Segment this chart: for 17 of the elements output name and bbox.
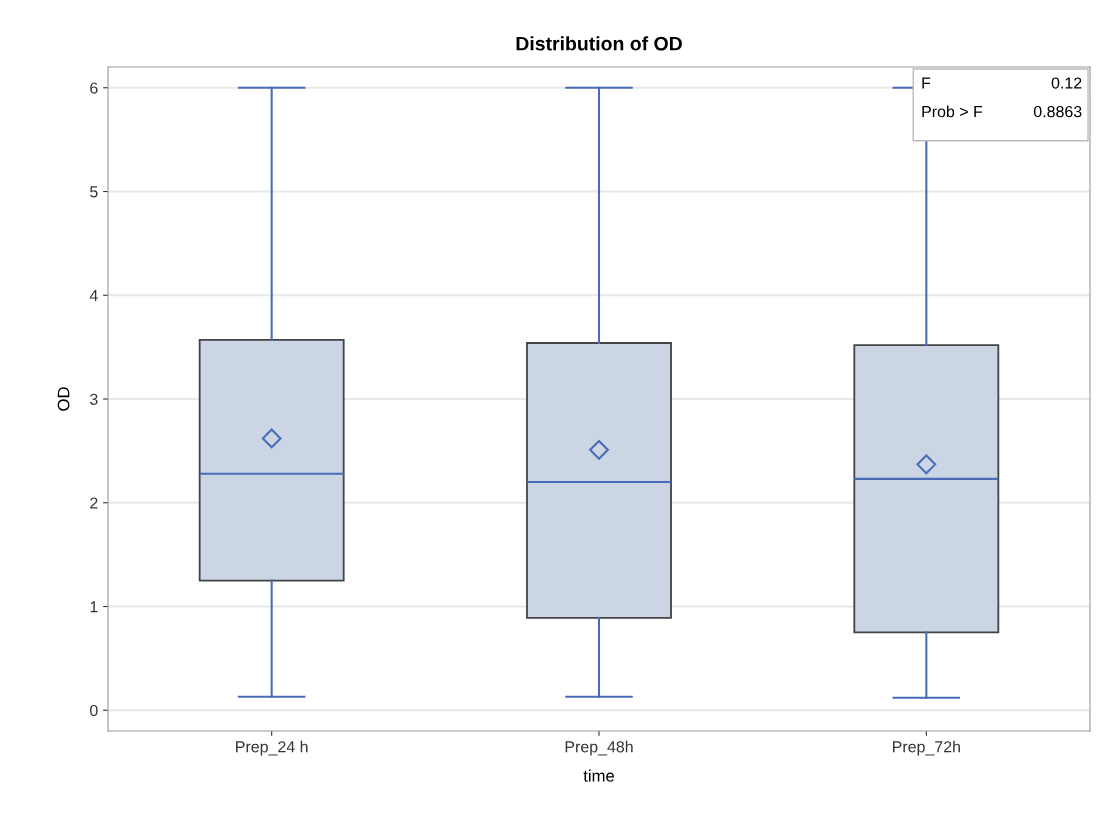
x-tick-label: Prep_72h [893,740,960,756]
y-tick-label: 2 [90,497,98,509]
y-tick-label: 3 [90,393,98,405]
annotation: 0.12 [1051,77,1082,89]
x-tick-label: Prep_24 h [236,740,308,756]
x-axis-title: time [583,769,614,782]
y-tick-label: 0 [90,704,98,717]
annotation: F [922,77,931,89]
y-tick-label: 6 [90,82,98,94]
annotation: 0.8863 [1033,105,1082,118]
y-axis-title: OD [57,387,70,411]
y-tick-label: 4 [89,290,98,302]
annotation: Prob > F [922,105,983,118]
y-tick-label: 1 [90,601,98,613]
x-tick-label: Prep_48h [565,740,633,756]
y-tick-label: 5 [90,186,98,198]
chart-title: Distribution of OD [516,36,682,51]
